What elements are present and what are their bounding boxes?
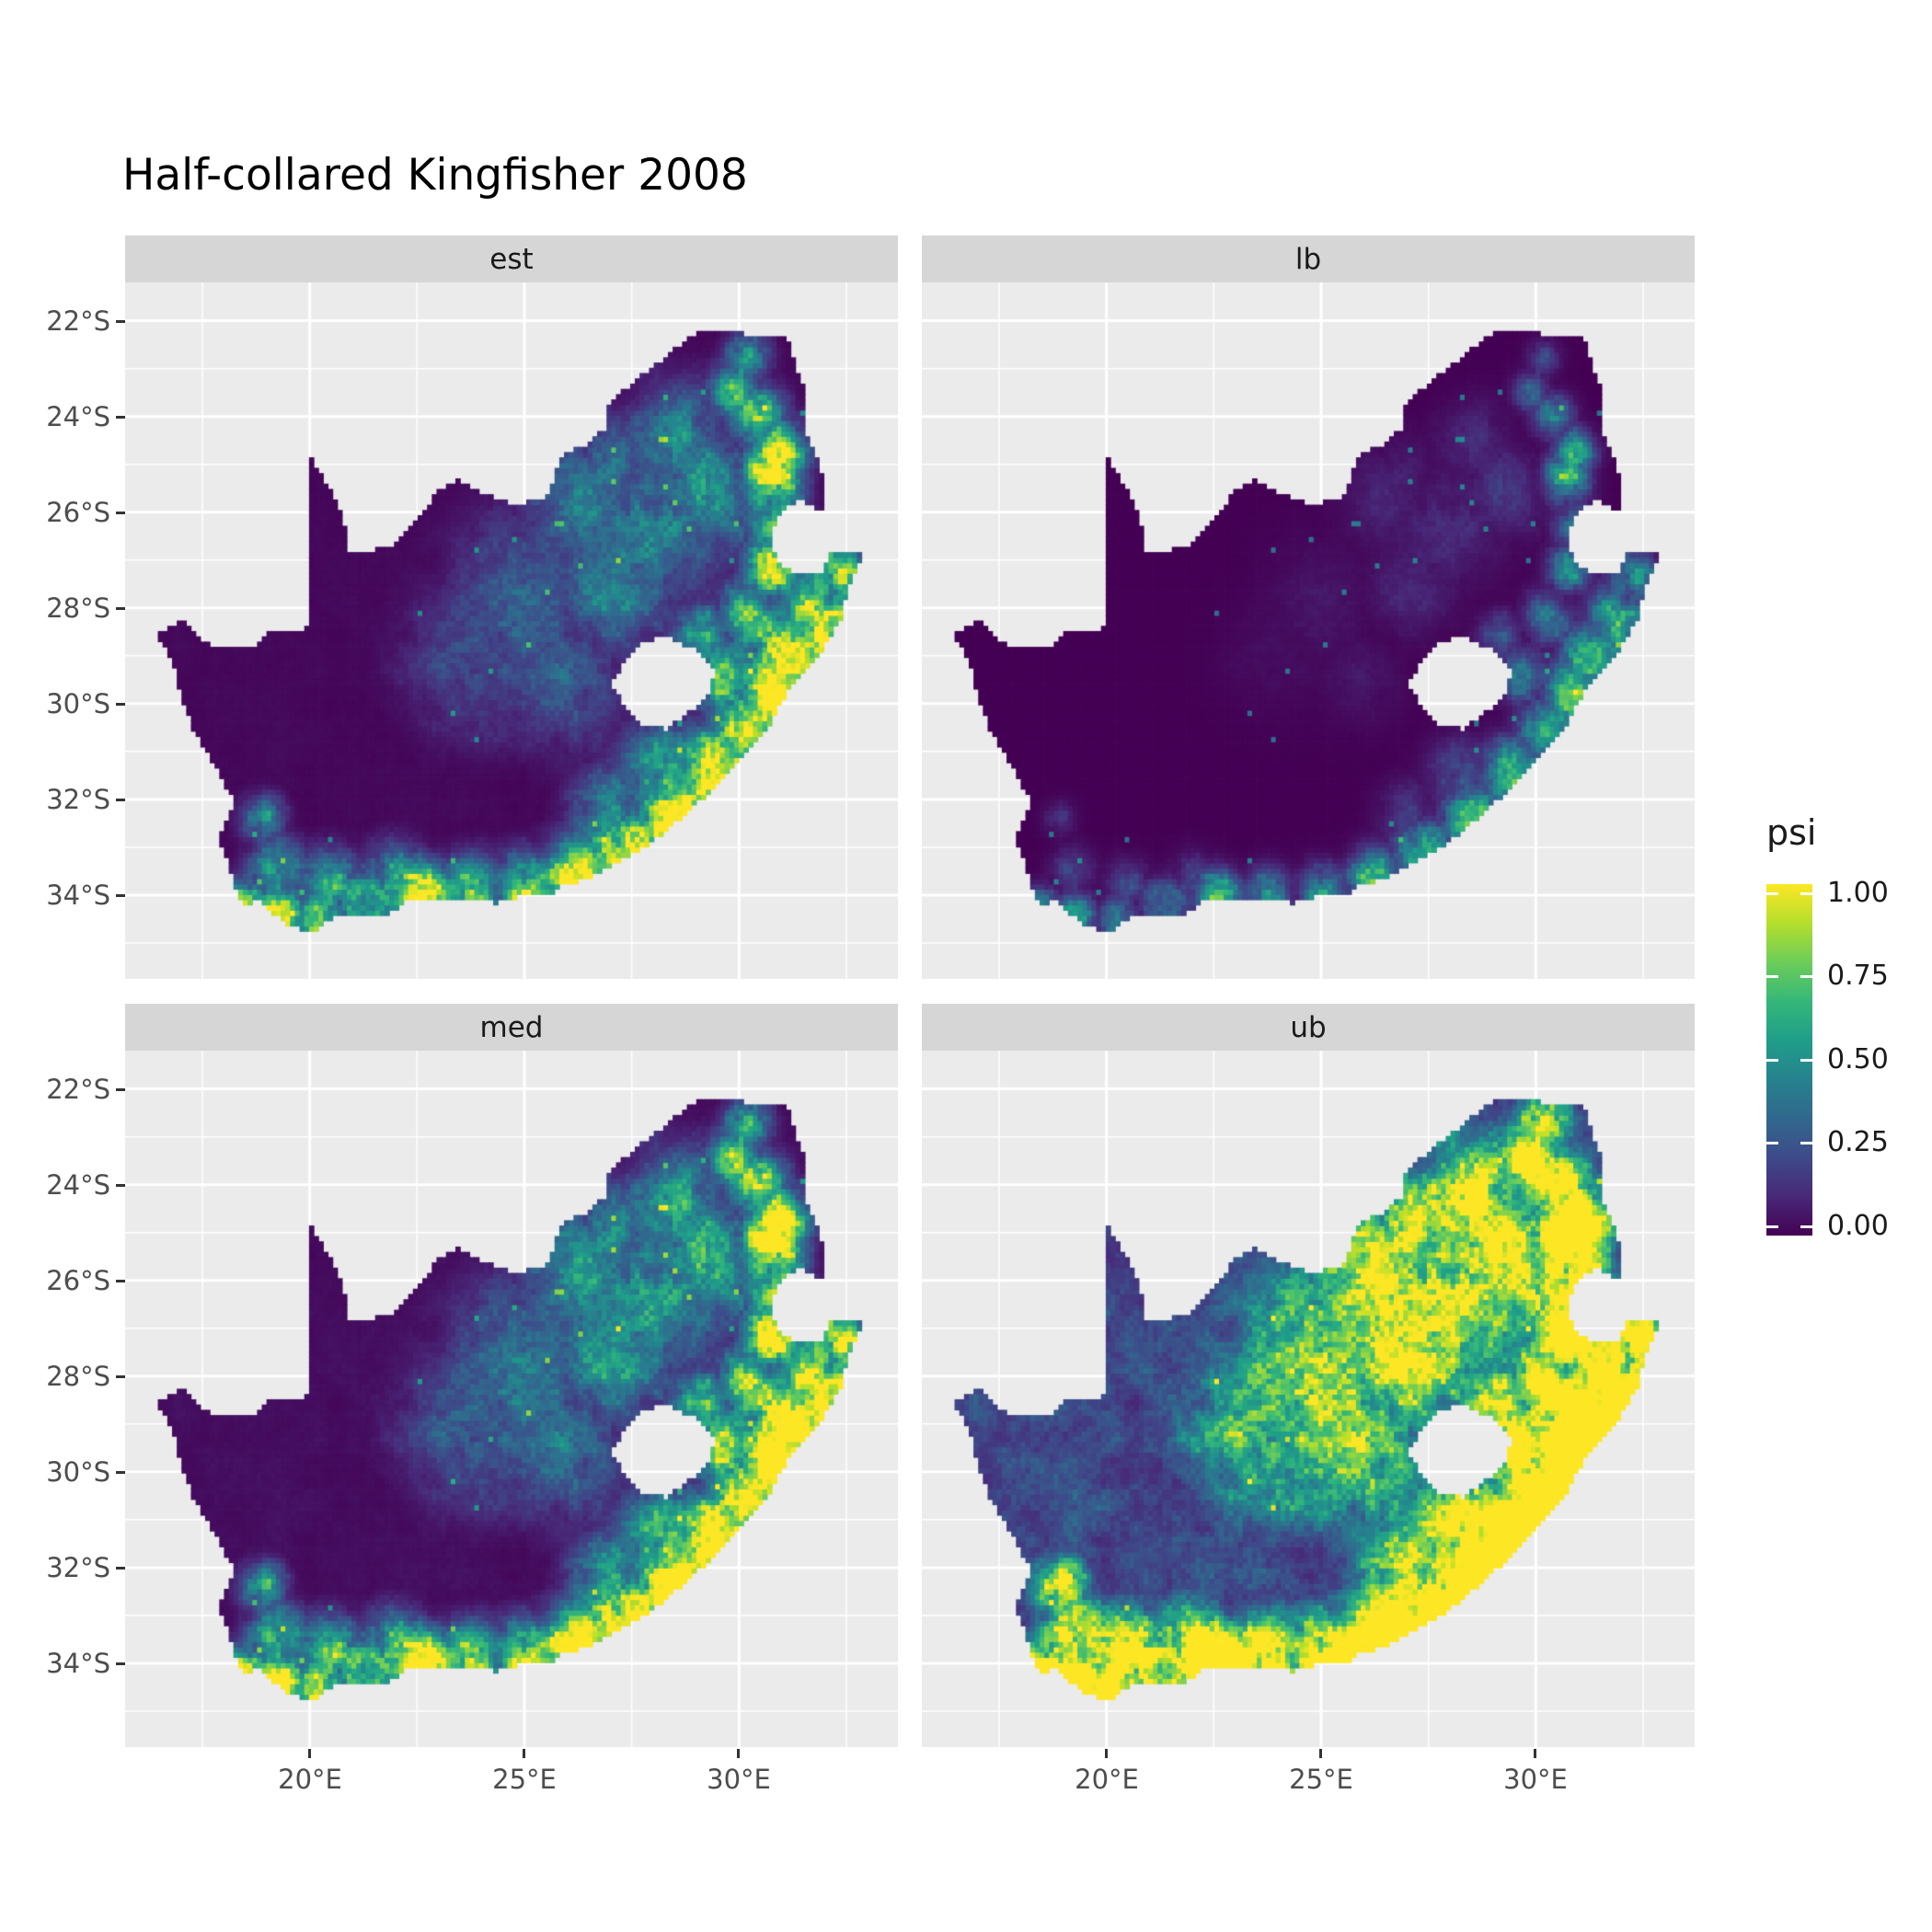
legend-tick [1800,1225,1812,1228]
map-canvas-ub [922,1051,1695,1747]
legend-label: 1.00 [1827,877,1889,909]
legend-tick [1800,975,1812,978]
facet-strip-med: med [125,1004,898,1051]
y-tick-label: 26°S [26,1262,125,1299]
map-canvas-lb [922,282,1695,979]
y-tick-label: 32°S [26,781,125,818]
legend-label: 0.75 [1827,960,1889,992]
x-tick-label: 25°E [1266,1749,1376,1798]
legend-label: 0.00 [1827,1210,1889,1242]
y-tick-label: 28°S [26,590,125,627]
legend-title: psi [1766,812,1817,853]
y-tick-label: 30°S [26,1454,125,1490]
y-tick-label: 24°S [26,1167,125,1203]
facet-strip-lb: lb [922,236,1695,282]
legend-colorbar [1766,884,1812,1236]
legend-tick [1766,1058,1778,1062]
y-tick-label: 32°S [26,1549,125,1586]
y-tick-label: 26°S [26,494,125,531]
facet-strip-ub: ub [922,1004,1695,1051]
facet-strip-est: est [125,236,898,282]
y-tick-label: 34°S [26,1645,125,1682]
x-tick-label: 20°E [255,1749,365,1798]
legend-tick [1766,1225,1778,1228]
x-tick-label: 30°E [684,1749,794,1798]
legend-tick [1766,891,1778,895]
facet-strip-label-ub: ub [1290,1010,1327,1044]
legend-tick [1766,1142,1778,1144]
facet-strip-label-med: med [479,1010,544,1044]
facet-strip-label-est: est [489,242,534,276]
y-tick-label: 24°S [26,398,125,435]
legend-tick [1800,891,1812,895]
facet-strip-label-lb: lb [1294,242,1322,276]
legend-label: 0.25 [1827,1126,1889,1158]
map-canvas-med [125,1051,898,1747]
plot-title: Half-collared Kingfisher 2008 [122,150,748,201]
y-tick-label: 22°S [26,303,125,339]
x-tick-label: 30°E [1480,1749,1591,1798]
legend-tick [1800,1142,1812,1144]
x-tick-label: 25°E [469,1749,580,1798]
x-tick-label: 20°E [1052,1749,1162,1798]
legend-tick [1766,975,1778,978]
map-canvas-est [125,282,898,979]
y-tick-label: 30°S [26,685,125,722]
y-tick-label: 34°S [26,877,125,914]
legend-label: 0.50 [1827,1043,1889,1075]
legend-tick [1800,1058,1812,1062]
y-tick-label: 22°S [26,1071,125,1108]
y-tick-label: 28°S [26,1358,125,1395]
